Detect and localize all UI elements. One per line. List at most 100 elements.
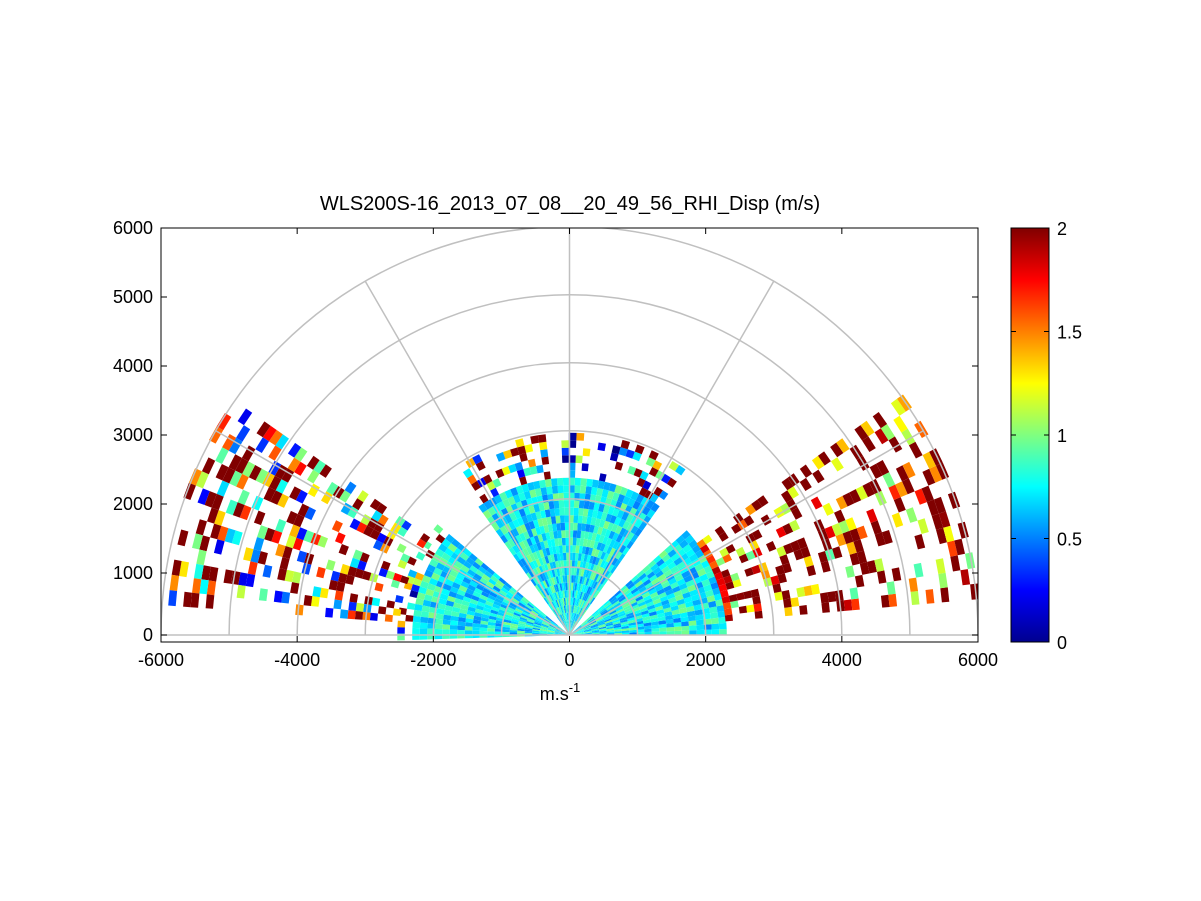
radar-cell bbox=[582, 538, 588, 547]
radar-cell bbox=[787, 486, 799, 499]
radar-cell bbox=[576, 628, 584, 633]
radar-cell bbox=[874, 532, 886, 547]
radar-cell bbox=[582, 561, 587, 570]
radar-cell bbox=[672, 613, 681, 619]
radar-cell bbox=[441, 588, 450, 596]
radar-cell bbox=[466, 614, 475, 620]
radar-cell bbox=[274, 464, 288, 480]
radar-cell bbox=[835, 533, 847, 547]
radar-cell bbox=[455, 593, 465, 601]
radar-cell bbox=[539, 591, 545, 599]
radar-cell bbox=[523, 506, 531, 516]
radar-cell bbox=[564, 575, 568, 583]
radar-cell bbox=[482, 587, 491, 595]
radar-cell bbox=[551, 485, 559, 494]
radar-cell bbox=[532, 627, 541, 631]
radar-cell bbox=[597, 480, 605, 490]
radar-cell bbox=[425, 588, 435, 597]
radar-cell bbox=[509, 632, 518, 635]
radar-cell bbox=[651, 577, 660, 586]
radar-cell bbox=[540, 626, 548, 630]
radar-cell bbox=[556, 568, 561, 577]
radar-cell bbox=[564, 620, 568, 628]
radar-cell bbox=[652, 598, 662, 605]
radar-cell bbox=[492, 603, 501, 610]
radar-cell bbox=[710, 581, 720, 590]
radar-cell bbox=[561, 447, 569, 456]
radar-cell bbox=[275, 543, 286, 557]
radar-cell bbox=[563, 605, 566, 613]
radar-cell bbox=[562, 455, 569, 463]
radar-cell bbox=[603, 481, 611, 491]
radar-cell bbox=[910, 591, 920, 605]
radar-cell bbox=[541, 556, 547, 565]
radar-cell bbox=[572, 582, 576, 591]
radar-cell bbox=[598, 606, 606, 613]
radar-cell bbox=[567, 575, 570, 583]
radar-cell bbox=[465, 618, 474, 624]
radar-cell bbox=[612, 621, 621, 625]
radar-cell bbox=[550, 516, 557, 524]
radar-cell bbox=[714, 525, 725, 536]
radar-cell bbox=[551, 523, 558, 532]
radar-cell bbox=[585, 603, 591, 611]
radar-cell bbox=[460, 581, 470, 589]
radar-cell bbox=[551, 621, 558, 627]
radar-cell bbox=[571, 612, 573, 621]
radar-cell bbox=[510, 487, 519, 497]
radar-cell bbox=[770, 575, 780, 586]
radar-cell bbox=[658, 490, 669, 500]
radar-cell bbox=[513, 553, 521, 562]
radar-cell bbox=[192, 578, 202, 594]
radar-cell bbox=[446, 574, 456, 582]
radar-cell bbox=[730, 600, 739, 609]
radar-cell bbox=[866, 508, 878, 523]
radar-cell bbox=[872, 412, 888, 429]
radar-cell bbox=[444, 578, 454, 587]
radar-cell bbox=[670, 540, 680, 550]
radar-cell bbox=[599, 473, 607, 482]
radar-cell bbox=[196, 549, 207, 566]
radar-cell bbox=[640, 575, 650, 584]
radar-cell bbox=[661, 599, 670, 606]
radar-cell bbox=[554, 630, 563, 634]
radar-cell bbox=[568, 455, 576, 463]
radar-cell bbox=[845, 565, 855, 578]
radar-cell bbox=[333, 599, 342, 610]
radar-cell bbox=[777, 573, 787, 584]
x-axis-label-superscript: -1 bbox=[569, 680, 581, 695]
radar-cell bbox=[395, 595, 404, 604]
radar-cell bbox=[679, 539, 689, 549]
radar-cell bbox=[201, 565, 211, 581]
radar-cell bbox=[960, 569, 971, 586]
radar-cell bbox=[494, 631, 503, 635]
radar-cell bbox=[296, 527, 308, 541]
radar-cell bbox=[255, 437, 269, 453]
radar-cell bbox=[598, 626, 607, 630]
radar-cell bbox=[565, 620, 568, 628]
radar-cell bbox=[520, 558, 528, 567]
radar-cell bbox=[576, 598, 580, 607]
radar-cell bbox=[468, 602, 477, 609]
radar-cell bbox=[538, 613, 546, 619]
radar-cell bbox=[649, 574, 658, 582]
radar-cell bbox=[695, 614, 704, 621]
radar-cell bbox=[591, 610, 599, 616]
radar-cell bbox=[566, 612, 569, 621]
radar-cell bbox=[558, 545, 563, 554]
radar-cell bbox=[487, 625, 496, 629]
radar-cell bbox=[632, 500, 641, 510]
radar-cell bbox=[605, 537, 613, 547]
radar-cell bbox=[583, 501, 590, 510]
y-tick-label: 4000 bbox=[113, 356, 153, 376]
radar-cell bbox=[604, 601, 612, 608]
radar-cell bbox=[817, 551, 828, 563]
radar-cell bbox=[496, 614, 505, 620]
radar-cell bbox=[512, 519, 520, 528]
radar-cell bbox=[681, 625, 690, 631]
radar-cell bbox=[540, 449, 549, 458]
radar-cell bbox=[579, 591, 583, 600]
radar-cell bbox=[563, 613, 566, 621]
radar-cell bbox=[582, 601, 588, 609]
radar-cell bbox=[559, 590, 563, 599]
